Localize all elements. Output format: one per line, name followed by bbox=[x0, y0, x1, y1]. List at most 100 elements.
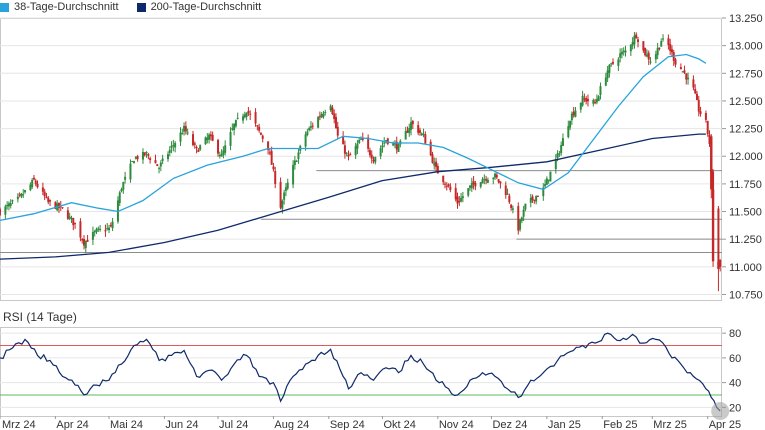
candle bbox=[585, 96, 588, 105]
candle-body bbox=[449, 186, 452, 190]
price-tick-label: 12.500 bbox=[729, 96, 763, 108]
candle-body bbox=[436, 165, 439, 174]
candle bbox=[118, 190, 121, 207]
candle bbox=[687, 72, 690, 85]
candle bbox=[45, 192, 48, 199]
candle-body bbox=[594, 102, 597, 104]
candle bbox=[404, 126, 407, 140]
candle bbox=[719, 259, 722, 272]
candle bbox=[106, 222, 109, 231]
candle bbox=[495, 172, 498, 180]
candle-body bbox=[72, 217, 75, 226]
candle-body bbox=[622, 50, 625, 52]
candle bbox=[547, 179, 550, 184]
candle bbox=[168, 146, 171, 157]
candle bbox=[129, 159, 132, 183]
candle bbox=[662, 34, 665, 42]
candle bbox=[711, 187, 715, 267]
candle-body bbox=[561, 138, 564, 146]
candle-body bbox=[535, 196, 538, 202]
candle-body bbox=[170, 145, 173, 148]
candle bbox=[647, 50, 650, 66]
candle bbox=[222, 146, 225, 159]
candle bbox=[170, 141, 173, 154]
rsi-last-marker bbox=[711, 402, 730, 421]
candle-body bbox=[699, 111, 702, 114]
candle bbox=[349, 152, 352, 156]
candle bbox=[245, 112, 248, 121]
candle bbox=[368, 147, 371, 158]
candle bbox=[445, 182, 448, 191]
candle bbox=[485, 175, 488, 185]
candle-body bbox=[274, 171, 277, 184]
candle bbox=[195, 145, 198, 154]
candle bbox=[608, 64, 611, 78]
candle bbox=[209, 131, 212, 141]
candle bbox=[572, 107, 575, 118]
candle-body bbox=[281, 200, 284, 209]
candle-body bbox=[229, 131, 232, 146]
chart-legend: 38-Tage-Durchschnitt 200-Tage-Durchschni… bbox=[0, 0, 279, 14]
candle bbox=[56, 200, 59, 212]
candle-body bbox=[679, 67, 682, 70]
candle-body bbox=[558, 153, 561, 155]
candle bbox=[95, 227, 98, 235]
candle-body bbox=[331, 107, 334, 114]
ma200-swatch-icon bbox=[136, 2, 146, 12]
candle bbox=[561, 133, 564, 147]
candle-body bbox=[599, 86, 602, 95]
candle-body bbox=[354, 146, 357, 156]
candle bbox=[458, 195, 461, 207]
candle-body bbox=[637, 39, 640, 42]
candle bbox=[43, 188, 46, 201]
candle bbox=[408, 123, 411, 137]
candle-body bbox=[95, 228, 98, 232]
candle bbox=[383, 137, 386, 148]
candle bbox=[656, 42, 659, 60]
x-tick-label: Dez 24 bbox=[492, 419, 527, 430]
candle bbox=[66, 206, 69, 221]
candle-body bbox=[7, 203, 10, 207]
candle bbox=[193, 141, 196, 149]
candle-body bbox=[508, 195, 511, 203]
candle bbox=[24, 189, 27, 194]
x-tick-label: Mai 24 bbox=[110, 419, 143, 430]
candle bbox=[586, 94, 589, 107]
candle-body bbox=[469, 185, 472, 188]
candle-body bbox=[333, 113, 336, 120]
candle bbox=[536, 195, 539, 197]
candle-body bbox=[124, 176, 127, 180]
candle-body bbox=[517, 206, 520, 231]
candle-body bbox=[45, 196, 48, 198]
candle-body bbox=[47, 197, 50, 203]
candle bbox=[606, 66, 609, 82]
candle bbox=[492, 176, 495, 185]
candle bbox=[467, 188, 470, 198]
candle bbox=[272, 162, 275, 172]
candle-body bbox=[16, 196, 19, 200]
candle bbox=[261, 134, 264, 143]
candle-body bbox=[211, 134, 214, 141]
candle bbox=[306, 128, 309, 137]
candle-body bbox=[24, 190, 27, 193]
candle bbox=[679, 63, 682, 70]
candle-body bbox=[683, 70, 686, 73]
candle-body bbox=[631, 41, 634, 46]
candle bbox=[331, 105, 334, 116]
candle bbox=[49, 199, 52, 207]
candle-body bbox=[529, 197, 532, 203]
ma38-line bbox=[0, 53, 707, 222]
candle bbox=[708, 130, 711, 147]
candle bbox=[595, 94, 598, 105]
candle-body bbox=[654, 54, 657, 60]
candle bbox=[179, 127, 182, 146]
candle bbox=[469, 185, 472, 191]
candle bbox=[29, 182, 32, 192]
candle bbox=[158, 166, 161, 174]
candle bbox=[504, 181, 507, 199]
candle-body bbox=[608, 64, 611, 73]
candle-body bbox=[549, 171, 552, 182]
candle bbox=[136, 154, 139, 162]
candle-body bbox=[544, 184, 547, 187]
candle bbox=[141, 148, 144, 164]
